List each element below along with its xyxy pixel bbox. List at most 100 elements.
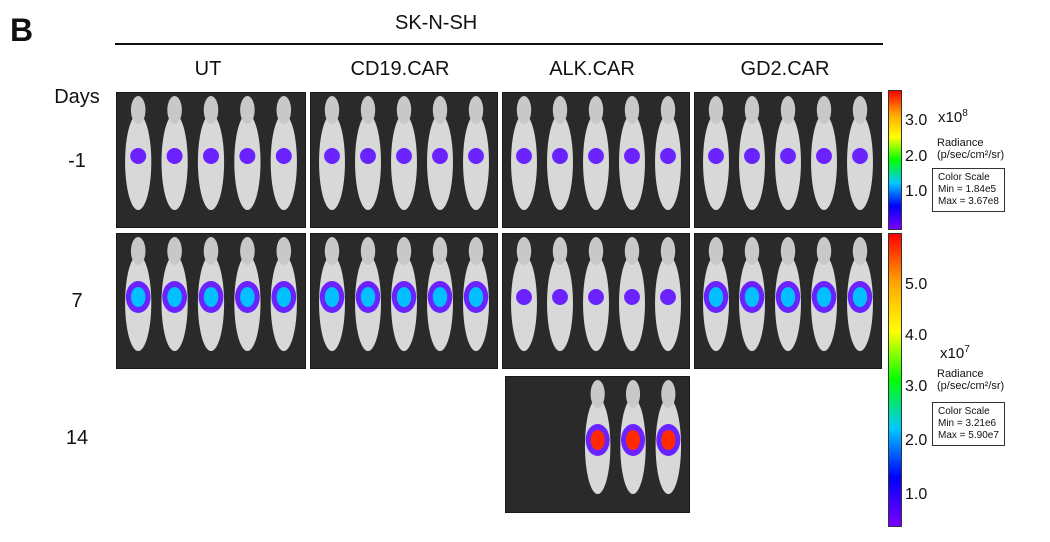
- signal-core: [661, 430, 676, 450]
- mouse-head: [661, 380, 676, 408]
- signal-blob: [624, 289, 640, 305]
- cell-line-rule: [115, 43, 883, 45]
- mouse-head: [552, 237, 568, 265]
- mouse-head: [130, 237, 146, 265]
- image-cd19-day7: [310, 233, 498, 369]
- group-header-gd2: GD2.CAR: [740, 58, 830, 80]
- scale1-tick-2: 2.0: [905, 148, 928, 165]
- scale2-multiplier: x107: [940, 344, 970, 362]
- scale2-info-box: Color Scale Min = 3.21e6 Max = 5.90e7: [932, 402, 1005, 446]
- mice-alk-day14: [584, 380, 682, 494]
- day-label-7: 7: [71, 290, 83, 312]
- mouse-head: [516, 96, 532, 124]
- mouse-head: [468, 96, 484, 124]
- scale1-radiance-label: Radiance (p/sec/cm²/sr): [937, 137, 1005, 161]
- signal-blob: [660, 148, 676, 164]
- mouse-head: [744, 96, 760, 124]
- signal-core: [167, 287, 182, 307]
- signal-blob: [744, 148, 760, 164]
- signal-core: [432, 287, 448, 307]
- mouse-head: [780, 237, 796, 265]
- mouse-head: [276, 96, 292, 124]
- color-scale-bar-day-minus1: [888, 90, 902, 230]
- signal-blob: [239, 148, 256, 164]
- signal-blob: [552, 289, 568, 305]
- scale1-tick-3: 3.0: [905, 112, 928, 129]
- scale2-tick-5: 5.0: [905, 276, 928, 293]
- mouse-head: [360, 237, 376, 265]
- mouse-head: [624, 237, 640, 265]
- signal-blob: [780, 148, 796, 164]
- signal-blob: [660, 289, 676, 305]
- panel-letter: B: [10, 12, 34, 48]
- signal-core: [744, 287, 760, 307]
- scale2-radiance-label: Radiance (p/sec/cm²/sr): [937, 368, 1005, 392]
- signal-blob: [852, 148, 868, 164]
- signal-blob: [552, 148, 568, 164]
- signal-blob: [516, 148, 532, 164]
- mice-gd2-day-minus1: [703, 96, 873, 210]
- mouse-head: [130, 96, 146, 124]
- mouse-head: [516, 237, 532, 265]
- day-label-14: 14: [65, 427, 89, 449]
- signal-blob: [275, 148, 292, 164]
- image-ut-day-minus1: [116, 92, 306, 228]
- mouse-head: [588, 96, 604, 124]
- signal-core: [130, 287, 146, 307]
- signal-core: [276, 287, 292, 307]
- image-alk-day7: [502, 233, 690, 369]
- signal-core: [468, 287, 484, 307]
- scale2-tick-3: 3.0: [905, 378, 928, 395]
- signal-blob: [396, 148, 412, 164]
- mice-gd2-day7: [703, 237, 873, 351]
- mouse-head: [360, 96, 376, 124]
- mouse-head: [552, 96, 568, 124]
- image-alk-day-minus1: [502, 92, 690, 228]
- mouse-head: [852, 96, 868, 124]
- mouse-head: [816, 237, 832, 265]
- mice-cd19-day7: [319, 237, 489, 351]
- signal-core: [360, 287, 376, 307]
- signal-core: [625, 430, 641, 450]
- mouse-head: [625, 380, 641, 408]
- mouse-head: [852, 237, 868, 265]
- image-ut-day7: [116, 233, 306, 369]
- mice-alk-day-minus1: [511, 96, 681, 210]
- signal-core: [324, 287, 340, 307]
- mouse-head: [324, 237, 340, 265]
- signal-core: [396, 287, 412, 307]
- image-gd2-day-minus1: [694, 92, 882, 228]
- group-header-ut: UT: [194, 58, 222, 80]
- cell-line-title: SK-N-SH: [395, 12, 478, 34]
- mouse-head: [660, 96, 676, 124]
- signal-core: [203, 287, 219, 307]
- signal-blob: [468, 148, 484, 164]
- mouse-head: [396, 237, 412, 265]
- signal-core: [708, 287, 724, 307]
- signal-blob: [166, 148, 183, 164]
- mouse-head: [660, 237, 676, 265]
- signal-core: [852, 287, 868, 307]
- signal-blob: [588, 289, 604, 305]
- mouse-head: [276, 237, 292, 265]
- signal-blob: [516, 289, 532, 305]
- mouse-head: [396, 96, 412, 124]
- mouse-head: [816, 96, 832, 124]
- mouse-head: [203, 237, 219, 265]
- signal-core: [816, 287, 832, 307]
- signal-blob: [624, 148, 640, 164]
- mouse-head: [708, 96, 724, 124]
- signal-blob: [588, 148, 604, 164]
- mouse-head: [167, 237, 182, 265]
- image-cd19-day-minus1: [310, 92, 498, 228]
- mice-cd19-day-minus1: [319, 96, 489, 210]
- scale1-tick-1: 1.0: [905, 183, 928, 200]
- mouse-head: [324, 96, 340, 124]
- mouse-head: [708, 237, 724, 265]
- signal-blob: [324, 148, 340, 164]
- signal-core: [240, 287, 255, 307]
- mouse-head: [203, 96, 219, 124]
- mice-ut-day7: [125, 237, 297, 351]
- scale2-tick-4: 4.0: [905, 327, 928, 344]
- mouse-head: [432, 96, 448, 124]
